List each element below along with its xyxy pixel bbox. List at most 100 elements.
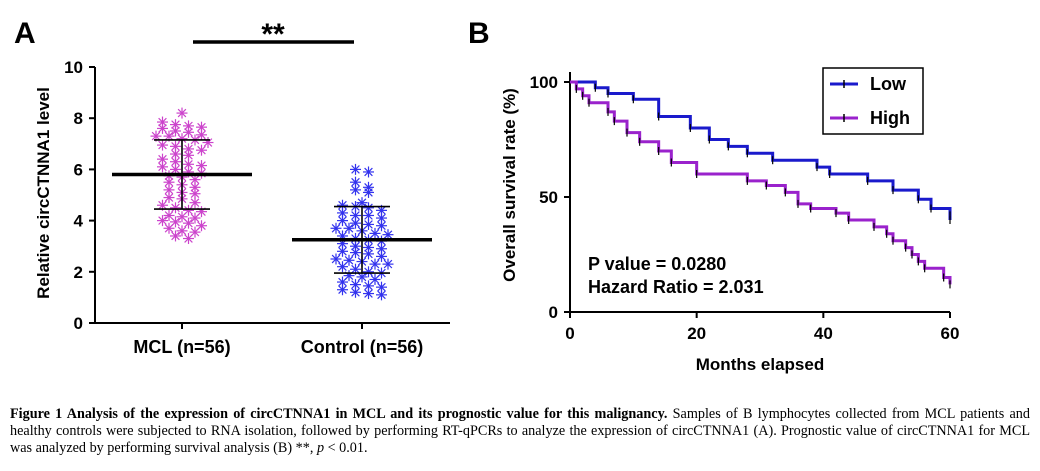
data-point bbox=[189, 197, 201, 209]
data-point bbox=[363, 166, 374, 178]
panel-b-marks bbox=[570, 80, 952, 289]
panel-b-y-tick-label: 50 bbox=[539, 188, 558, 207]
caption-tail: < 0.01. bbox=[324, 440, 368, 456]
hazard-ratio-annotation: Hazard Ratio = 2.031 bbox=[588, 277, 764, 297]
panel-a-y-tick-label: 6 bbox=[74, 160, 83, 179]
data-point bbox=[157, 215, 168, 227]
data-point bbox=[350, 247, 361, 259]
data-point bbox=[189, 188, 201, 200]
data-point bbox=[363, 209, 374, 221]
data-point bbox=[183, 158, 194, 170]
panel-a: A ** Relative circCTNNA1 level 0 2 4 6 8 10 MC… bbox=[14, 17, 450, 357]
data-point bbox=[350, 184, 361, 196]
data-point bbox=[350, 279, 361, 291]
caption-title: Figure 1 Analysis of the expression of c… bbox=[10, 406, 668, 422]
data-point bbox=[170, 202, 181, 214]
data-point bbox=[350, 217, 361, 229]
data-point bbox=[196, 121, 207, 133]
panel-a-y-tick-label: 10 bbox=[64, 58, 83, 77]
panel-a-y-tick-label: 4 bbox=[74, 212, 84, 231]
panel-b-x-tick-label: 60 bbox=[941, 324, 960, 343]
data-point bbox=[202, 137, 214, 149]
data-point bbox=[330, 253, 342, 265]
panel-b-label: B bbox=[468, 17, 490, 50]
panel-b: B Overall survival rate (%) Months elaps… bbox=[468, 17, 959, 374]
data-point bbox=[343, 222, 355, 234]
data-point bbox=[337, 245, 348, 257]
data-point bbox=[350, 240, 361, 252]
panel-a-label: A bbox=[14, 17, 36, 50]
data-point bbox=[363, 248, 374, 260]
data-point bbox=[150, 130, 162, 142]
panel-a-category-label: MCL (n=56) bbox=[133, 337, 230, 357]
significance-marker: ** bbox=[261, 18, 285, 51]
data-point bbox=[337, 215, 348, 227]
data-point bbox=[163, 209, 175, 221]
caption-p-symbol: p bbox=[316, 440, 325, 456]
data-point bbox=[376, 250, 387, 262]
panel-a-marks bbox=[112, 107, 432, 301]
p-value-annotation: P value = 0.0280 bbox=[588, 254, 726, 274]
legend-high-label: High bbox=[870, 108, 910, 128]
data-point bbox=[189, 212, 201, 224]
data-point bbox=[163, 192, 175, 204]
data-point bbox=[176, 225, 188, 237]
figure: A ** Relative circCTNNA1 level 0 2 4 6 8 10 MC… bbox=[14, 17, 959, 374]
panel-a-y-tick-label: 8 bbox=[74, 109, 83, 128]
data-point bbox=[183, 120, 194, 132]
data-point bbox=[196, 129, 207, 141]
panel-b-x-tick-label: 20 bbox=[687, 324, 706, 343]
data-point bbox=[183, 204, 194, 216]
data-point bbox=[163, 184, 175, 196]
data-point bbox=[183, 233, 194, 245]
legend-low-label: Low bbox=[870, 74, 907, 94]
data-point bbox=[369, 258, 381, 270]
panel-a-y-axis-title: Relative circCTNNA1 level bbox=[34, 87, 53, 299]
data-point bbox=[176, 107, 188, 119]
data-point bbox=[350, 163, 361, 175]
survival-curve-low bbox=[570, 80, 952, 220]
panel-b-x-axis-title: Months elapsed bbox=[696, 355, 824, 374]
data-point bbox=[163, 222, 175, 234]
data-point bbox=[170, 230, 181, 242]
data-point bbox=[176, 133, 188, 145]
data-point bbox=[170, 125, 181, 137]
data-point bbox=[157, 161, 168, 173]
panel-b-y-tick-label: 100 bbox=[530, 73, 558, 92]
panel-b-x-tick-label: 40 bbox=[814, 324, 833, 343]
data-point bbox=[363, 280, 374, 292]
panel-b-x-tick-label: 0 bbox=[565, 324, 574, 343]
caption-body: Samples of B lymphocytes collected from … bbox=[10, 406, 1030, 456]
data-point bbox=[189, 226, 201, 238]
data-point bbox=[369, 227, 381, 239]
data-point bbox=[376, 243, 387, 255]
data-point bbox=[157, 139, 168, 151]
data-point bbox=[176, 211, 188, 223]
data-point bbox=[157, 153, 168, 165]
panel-b-y-axis-title: Overall survival rate (%) bbox=[500, 88, 519, 282]
data-point bbox=[363, 266, 374, 278]
panel-b-axes: 0 50 100 0 20 40 60 bbox=[530, 72, 960, 343]
data-point bbox=[196, 144, 207, 156]
data-point bbox=[363, 186, 374, 198]
legend: Low High bbox=[822, 67, 924, 135]
data-point bbox=[376, 289, 387, 301]
data-point bbox=[170, 148, 181, 160]
data-point bbox=[157, 122, 168, 134]
data-point bbox=[183, 217, 194, 229]
data-point bbox=[376, 220, 387, 232]
legend-box bbox=[822, 67, 924, 135]
data-point bbox=[350, 286, 361, 298]
panel-a-y-tick-label: 2 bbox=[74, 263, 83, 282]
data-point bbox=[330, 222, 342, 234]
data-point bbox=[337, 207, 348, 219]
figure-caption: Figure 1 Analysis of the expression of c… bbox=[10, 406, 1030, 457]
panel-a-y-tick-label: 0 bbox=[74, 314, 83, 333]
data-point bbox=[382, 258, 394, 270]
panel-b-y-tick-label: 0 bbox=[549, 303, 558, 322]
panel-a-axes: 0 2 4 6 8 10 MCL (n=56) Control (n=56) bbox=[64, 58, 450, 357]
data-point bbox=[363, 288, 374, 300]
panel-a-category-label: Control (n=56) bbox=[301, 337, 424, 357]
data-point bbox=[337, 284, 348, 296]
data-point bbox=[337, 261, 348, 273]
